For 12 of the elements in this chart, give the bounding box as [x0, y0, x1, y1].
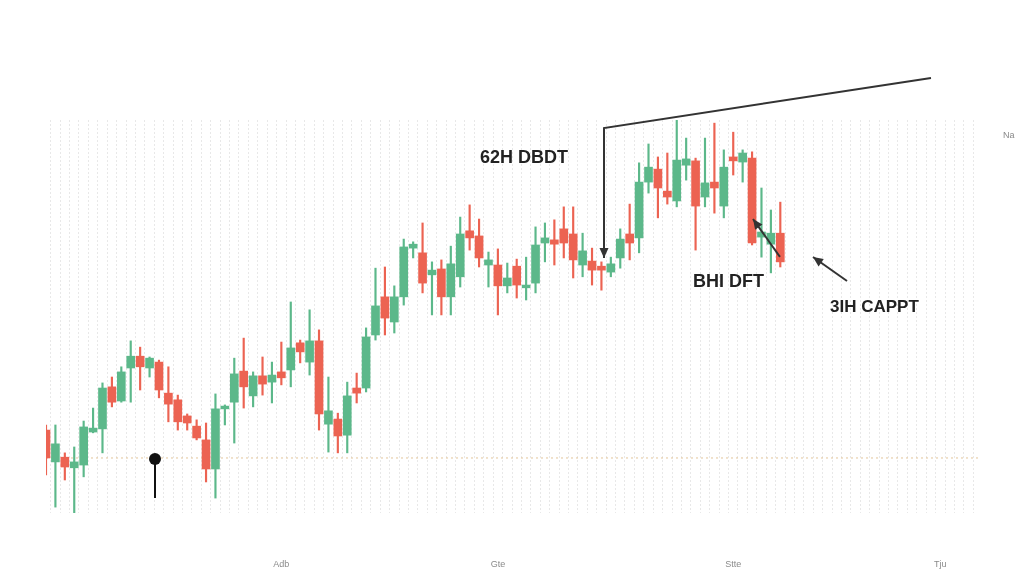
- x-tick-label: Adb: [273, 558, 290, 569]
- candlestick: [324, 376, 333, 453]
- x-tick-label: Gte: [490, 558, 506, 569]
- text: Na: [1003, 130, 1015, 140]
- candlestick: [484, 251, 493, 288]
- annotation: 62H DBDT: [480, 147, 569, 167]
- annotation: 3IH CAPPT: [830, 297, 919, 316]
- candlestick: [644, 143, 653, 194]
- annotation: BHI DFT: [693, 271, 764, 291]
- candlestick: [258, 356, 267, 396]
- x-tick-label: Stte: [725, 558, 742, 569]
- x-tick-label: Tju: [934, 558, 947, 569]
